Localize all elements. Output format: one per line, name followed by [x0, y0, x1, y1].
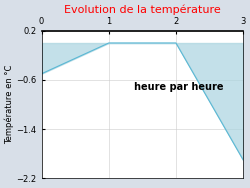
Text: heure par heure: heure par heure — [134, 82, 224, 92]
Title: Evolution de la température: Evolution de la température — [64, 4, 221, 15]
Y-axis label: Température en °C: Température en °C — [4, 65, 14, 144]
